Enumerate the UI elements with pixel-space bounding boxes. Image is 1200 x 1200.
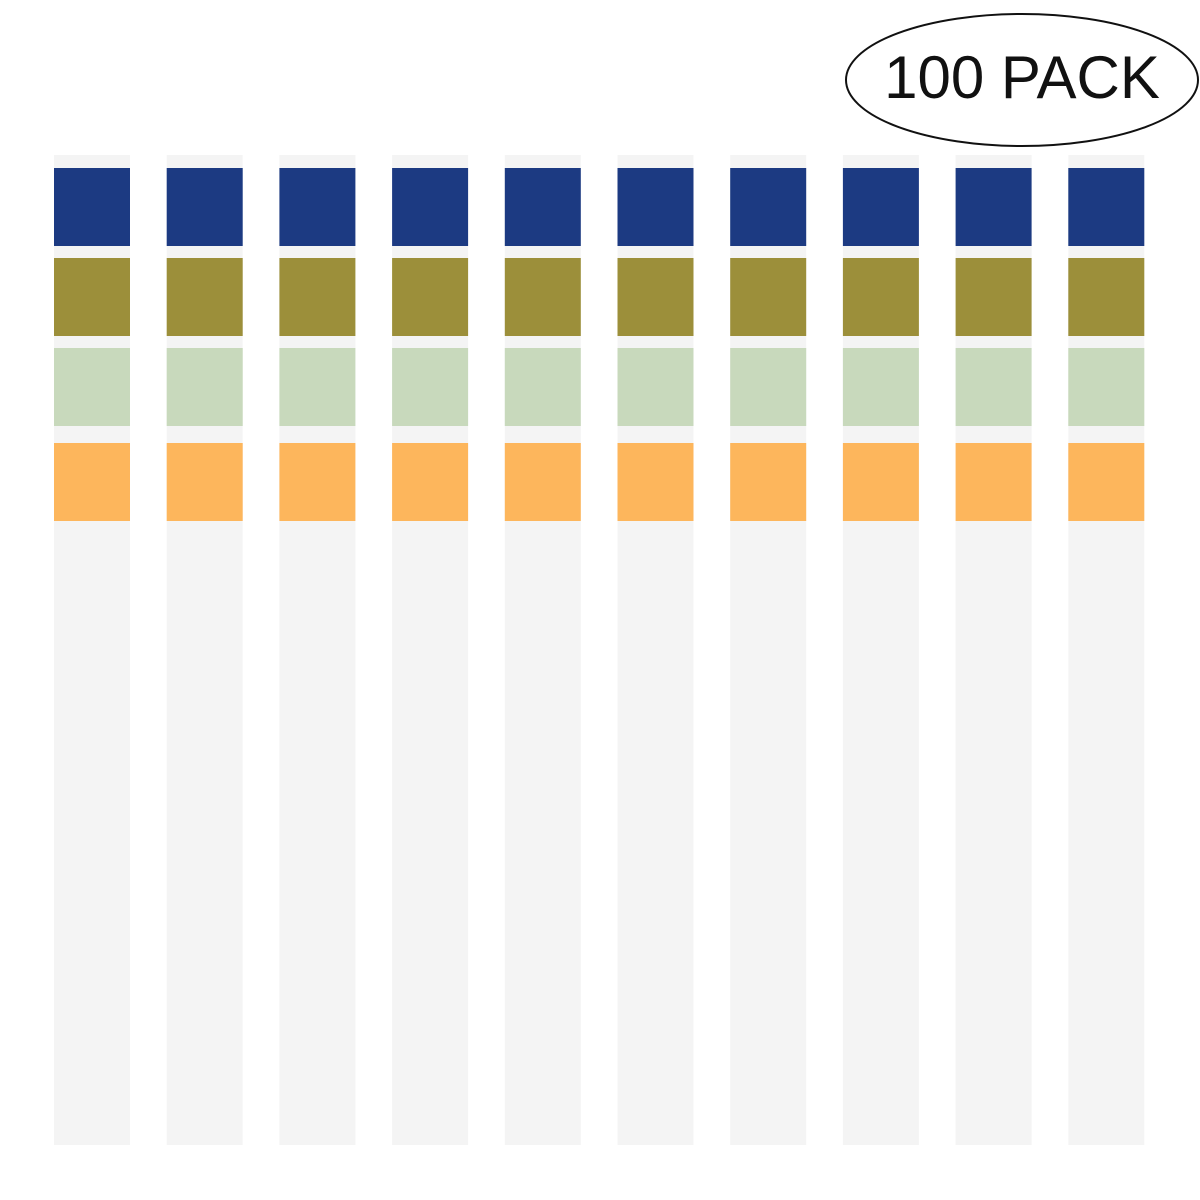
strip-pad [279, 168, 356, 246]
strip-pad [617, 443, 694, 521]
strip-pad [166, 168, 243, 246]
strip-pad [54, 348, 130, 426]
strip [955, 155, 1032, 1145]
strip-pad [1068, 443, 1145, 521]
strip-pad [842, 168, 919, 246]
strip-pad [730, 348, 807, 426]
strip-pad [279, 258, 356, 336]
strip-pad [392, 443, 469, 521]
strip [392, 155, 469, 1145]
strip-pad [955, 443, 1032, 521]
strip-pad [730, 258, 807, 336]
strip-pad [617, 168, 694, 246]
strip [1068, 155, 1145, 1145]
strip [54, 155, 130, 1145]
strip-pad [54, 258, 130, 336]
strip-pad [955, 168, 1032, 246]
strip-pad [504, 443, 581, 521]
strip-pad [279, 348, 356, 426]
strip [842, 155, 919, 1145]
strip-pad [504, 258, 581, 336]
strip-pad [166, 443, 243, 521]
strip-pad [54, 443, 130, 521]
strip-pad [392, 258, 469, 336]
badge-outline [845, 13, 1199, 147]
strip [279, 155, 356, 1145]
strip-pad [617, 348, 694, 426]
strip [166, 155, 243, 1145]
strip-pad [842, 348, 919, 426]
badge-text: 100 PACK [884, 44, 1160, 111]
strip-pad [955, 258, 1032, 336]
strip-pad [166, 348, 243, 426]
strip [504, 155, 581, 1145]
strip-pad [279, 443, 356, 521]
strip-pad [1068, 258, 1145, 336]
strip-pad [1068, 168, 1145, 246]
strip-pad [842, 443, 919, 521]
strip-pad [54, 168, 130, 246]
strip-pad [617, 258, 694, 336]
strip [617, 155, 694, 1145]
strip-pad [1068, 348, 1145, 426]
test-strips [54, 155, 1145, 1145]
strip-pad [504, 348, 581, 426]
strip-pad [504, 168, 581, 246]
strip [730, 155, 807, 1145]
strip-pad [392, 348, 469, 426]
strip-pad [392, 168, 469, 246]
strip-pad [730, 443, 807, 521]
strip-pad [955, 348, 1032, 426]
strip-pad [730, 168, 807, 246]
strip-pad [842, 258, 919, 336]
badge: 100 PACK [845, 13, 1199, 147]
strip-pad [166, 258, 243, 336]
